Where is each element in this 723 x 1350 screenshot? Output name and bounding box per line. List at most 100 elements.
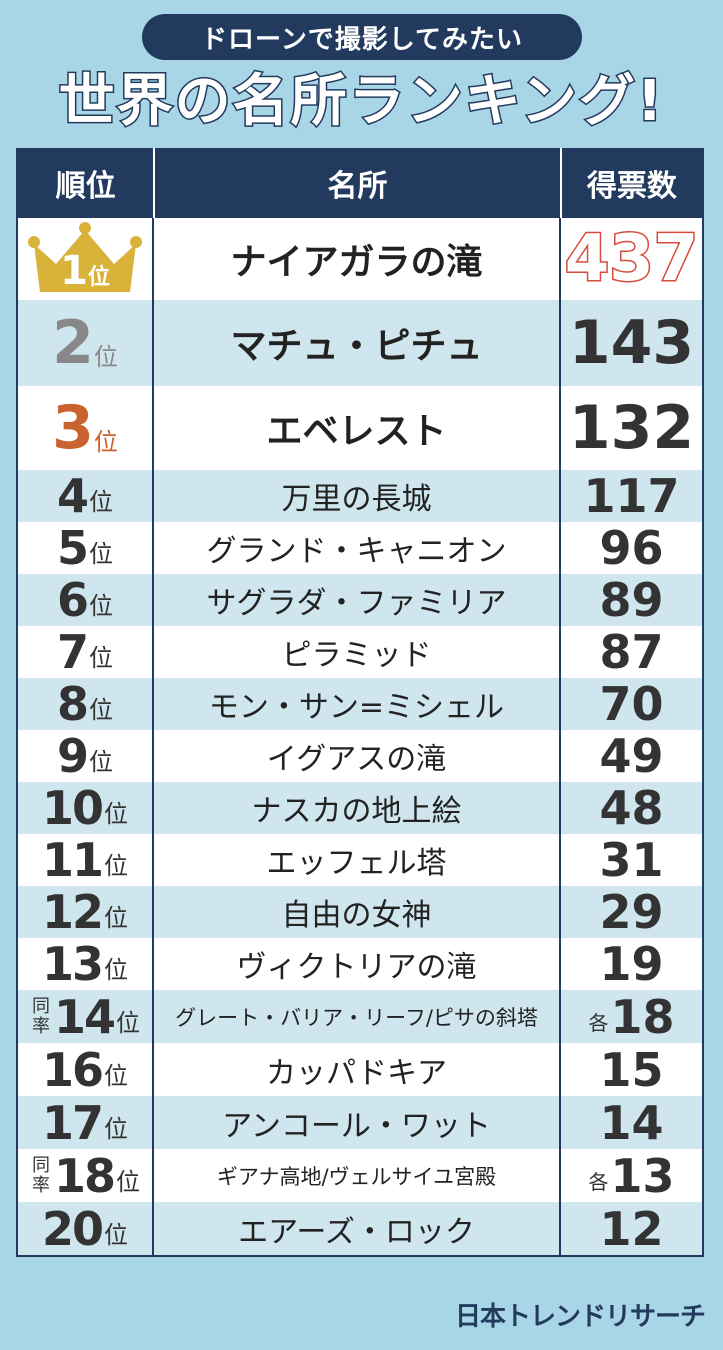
- place-cell: 万里の長城: [154, 470, 561, 522]
- table-row: 4 位 万里の長城 117: [18, 469, 702, 523]
- rank-number: 20: [41, 1201, 104, 1256]
- table-row: 同率 18 位 ギアナ高地/ヴェルサイユ宮殿 各 13: [18, 1148, 702, 1203]
- votes-cell: 各 13: [561, 1148, 702, 1203]
- table-row: 3 位 エベレスト 132: [18, 386, 702, 470]
- vote-count: 96: [599, 521, 664, 575]
- place-cell: ナイアガラの滝: [154, 218, 561, 300]
- place-name: ナイアガラの滝: [230, 242, 483, 283]
- votes-cell: 143: [561, 300, 702, 386]
- subtitle: ドローンで撮影してみたい: [201, 24, 523, 55]
- rank-cell: 1位: [18, 218, 154, 300]
- votes-cell: 19: [561, 937, 702, 991]
- vote-count: 437: [563, 221, 700, 298]
- rank-number: 3: [52, 393, 94, 463]
- vote-count: 13: [610, 1148, 675, 1203]
- rank-suffix: 位: [89, 488, 113, 516]
- table-row: 7 位 ピラミッド 87: [18, 625, 702, 679]
- rank-suffix: 位: [104, 852, 128, 880]
- table-row: 13 位 ヴィクトリアの滝 19: [18, 937, 702, 991]
- place-name: エッフェル塔: [266, 846, 447, 881]
- place-name: エアーズ・ロック: [238, 1214, 475, 1250]
- table-row: 2 位 マチュ・ピチュ 143: [18, 300, 702, 386]
- place-cell: ギアナ高地/ヴェルサイユ宮殿: [154, 1149, 561, 1202]
- subtitle-pill: ドローンで撮影してみたい: [142, 14, 582, 60]
- rank-cell: 17 位: [18, 1096, 154, 1150]
- page-title: 世界の名所ランキング!: [57, 68, 665, 136]
- votes-cell: 15: [561, 1043, 702, 1097]
- table-row: 同率 14 位グレート・バリア・リーフ/ピサの斜塔 各 18: [18, 990, 702, 1044]
- rank-number: 18: [53, 1148, 116, 1203]
- place-name: エベレスト: [266, 411, 447, 452]
- table-body: 1位 ナイアガラの滝 437 2 位マチュ・ピチュ 143 3 位エベレスト 132 4 位万里の長…: [18, 218, 702, 1256]
- place-cell: ピラミッド: [154, 626, 561, 678]
- votes-wrapper: 96: [599, 521, 663, 575]
- votes-wrapper: 48: [599, 781, 663, 835]
- rank-cell: 13 位: [18, 937, 154, 991]
- crown-icon: 1位: [26, 220, 144, 298]
- table-row: 20 位 エアーズ・ロック 12: [18, 1201, 702, 1256]
- place-name: グランド・キャニオン: [206, 534, 507, 569]
- place-cell: イグアスの滝: [154, 730, 561, 782]
- place-cell: カッパドキア: [154, 1043, 561, 1096]
- votes-wrapper: 87: [599, 625, 663, 679]
- rank-number: 7: [56, 625, 89, 679]
- tied-label: 同率: [31, 995, 50, 1037]
- each-label: 各: [588, 1010, 609, 1035]
- rank-suffix: 位: [104, 956, 128, 984]
- place-cell: グレート・バリア・リーフ/ピサの斜塔: [154, 990, 561, 1043]
- rank-suffix: 位: [104, 800, 128, 828]
- rank-number: 9: [56, 729, 89, 783]
- place-name: ピラミッド: [281, 638, 432, 673]
- header-votes: 得票数: [586, 169, 677, 204]
- table-row: 8 位 モン・サン=ミシェル 70: [18, 677, 702, 731]
- rank-cell: 12 位: [18, 885, 154, 939]
- votes-cell: 89: [561, 573, 702, 627]
- place-cell: アンコール・ワット: [154, 1096, 561, 1149]
- rank-number: 12: [41, 885, 104, 939]
- vote-count: 117: [583, 469, 680, 523]
- table-row: 6 位 サグラダ・ファミリア 89: [18, 573, 702, 627]
- votes-cell: 各 18: [561, 990, 702, 1044]
- vote-count: 87: [599, 625, 664, 679]
- table-row: 1位 ナイアガラの滝 437: [18, 218, 702, 300]
- place-cell: モン・サン=ミシェル: [154, 678, 561, 730]
- vote-count: 89: [599, 573, 664, 627]
- place-cell: ヴィクトリアの滝: [154, 938, 561, 990]
- table-row: 11 位 エッフェル塔 31: [18, 833, 702, 887]
- rank-number: 16: [41, 1042, 104, 1097]
- rank-suffix: 位: [89, 696, 113, 724]
- votes-wrapper: 117: [583, 469, 679, 523]
- rank-cell: 同率 14 位: [18, 990, 154, 1044]
- vote-count: 19: [599, 937, 664, 991]
- place-name: ギアナ高地/ヴェルサイユ宮殿: [216, 1164, 497, 1189]
- vote-count: 48: [599, 781, 664, 835]
- vote-count: 143: [568, 308, 695, 378]
- rank-number: 8: [56, 677, 89, 731]
- votes-cell: 87: [561, 625, 702, 679]
- rank-cell: 20 位: [18, 1201, 154, 1256]
- rank-cell: 11 位: [18, 833, 154, 887]
- table-row: 5 位 グランド・キャニオン 96: [18, 521, 702, 575]
- votes-wrapper: 29: [599, 885, 663, 939]
- place-name: グレート・バリア・リーフ/ピサの斜塔: [175, 1005, 538, 1030]
- place-name: カッパドキア: [266, 1055, 447, 1091]
- votes-cell: 70: [561, 677, 702, 731]
- place-name: ナスカの地上絵: [251, 794, 462, 829]
- votes-cell: 49: [561, 729, 702, 783]
- rank-suffix: 位: [93, 428, 118, 456]
- header-rank: 順位: [18, 148, 156, 218]
- header-place: 名所: [155, 148, 562, 218]
- rank-suffix: 位: [89, 540, 113, 568]
- each-label: 各: [588, 1169, 609, 1194]
- rank-suffix: 位: [104, 1114, 128, 1143]
- vote-count: 18: [610, 989, 675, 1044]
- vote-count: 70: [599, 677, 664, 731]
- place-name: ヴィクトリアの滝: [236, 950, 477, 985]
- votes-wrapper: 14: [599, 1096, 663, 1150]
- votes-cell: 29: [561, 885, 702, 939]
- vote-count: 31: [599, 833, 664, 887]
- votes-wrapper: 89: [599, 573, 663, 627]
- votes-wrapper: 各 18: [588, 990, 674, 1044]
